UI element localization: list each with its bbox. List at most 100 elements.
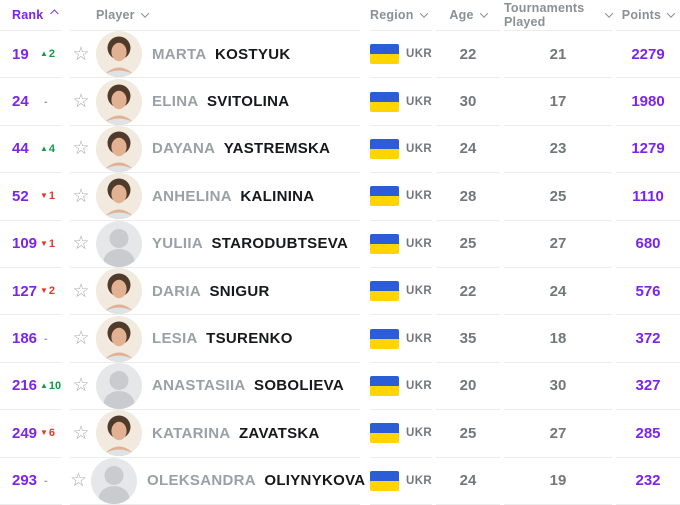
ukraine-flag-icon (370, 423, 399, 444)
rank-change-arrow-icon (40, 382, 48, 390)
column-header-player[interactable]: Player (70, 0, 360, 31)
player-name: ANASTASIIA SOBOLIEVA (152, 377, 344, 394)
rank-change-value: 1 (48, 190, 56, 203)
points-value: 1110 (632, 187, 664, 205)
points-cell: 1279 (616, 126, 680, 174)
favorite-star-icon[interactable]: ☆ (70, 329, 92, 348)
favorite-star-icon[interactable]: ☆ (70, 92, 92, 111)
points-value: 327 (635, 377, 661, 395)
rank-change-value: - (44, 95, 48, 108)
column-header-rank[interactable]: Rank (0, 0, 62, 31)
tournaments-value: 27 (549, 235, 567, 253)
ukraine-flag-icon (370, 44, 399, 65)
table-row[interactable]: 127 2 ☆ (0, 268, 680, 316)
age-value: 22 (459, 282, 477, 300)
region-code: UKR (406, 142, 433, 155)
region-cell: UKR (370, 315, 432, 363)
favorite-star-icon[interactable]: ☆ (70, 424, 92, 443)
rank-change-value: 4 (48, 142, 56, 155)
column-header-points[interactable]: Points (616, 0, 680, 31)
player-last-name: YASTREMSKA (223, 140, 331, 158)
favorite-star-icon[interactable]: ☆ (70, 234, 92, 253)
player-cell: ☆ MARTA KOSTYUK (70, 31, 360, 79)
table-row[interactable]: 24 - ☆ (0, 78, 680, 126)
table-row[interactable]: 52 1 ☆ (0, 173, 680, 221)
table-row[interactable]: 186 - ☆ (0, 315, 680, 363)
favorite-star-icon[interactable]: ☆ (70, 187, 92, 206)
rank-cell: 19 2 (0, 31, 62, 79)
table-row[interactable]: 216 10 ☆ (0, 362, 680, 411)
player-last-name: SNIGUR (209, 282, 270, 300)
player-avatar (96, 78, 142, 125)
player-photo (96, 78, 142, 125)
age-cell: 24 (436, 458, 500, 505)
player-photo (96, 173, 142, 220)
region-code: UKR (406, 285, 433, 298)
player-name: KATARINA ZAVATSKA (152, 425, 320, 442)
player-photo (96, 31, 142, 78)
table-row[interactable]: 19 2 ☆ (0, 31, 680, 79)
player-photo (96, 125, 142, 172)
rank-change: 10 (40, 380, 61, 392)
region-code: UKR (406, 48, 433, 61)
rank-change-arrow-icon (40, 145, 48, 153)
table-row[interactable]: 44 4 ☆ (0, 125, 680, 174)
age-value: 24 (459, 140, 477, 158)
rank-change: 4 (40, 143, 55, 155)
age-value: 35 (459, 330, 477, 348)
player-first-name: OLEKSANDRA (147, 472, 256, 490)
placeholder-avatar (91, 457, 138, 504)
table-row[interactable]: 249 6 ☆ (0, 410, 680, 458)
player-avatar (96, 315, 142, 362)
player-last-name: STARODUBTSEVA (211, 235, 349, 253)
rank-value: 44 (12, 140, 29, 158)
tournaments-value: 24 (549, 282, 567, 300)
rank-cell: 127 2 (0, 268, 62, 316)
tournaments-cell: 23 (504, 126, 612, 174)
player-cell: ☆ KATARINA ZAVATSKA (70, 410, 360, 458)
age-cell: 28 (436, 173, 500, 221)
rank-change-value: 6 (48, 427, 56, 440)
player-cell: ☆ DAYANA YASTREMSKA (70, 125, 360, 174)
tournaments-cell: 17 (504, 78, 612, 126)
points-value: 680 (635, 235, 661, 253)
player-first-name: YULIIA (152, 235, 203, 253)
player-name: YULIIA STARODUBTSEVA (152, 235, 348, 252)
tournaments-value: 25 (549, 187, 567, 205)
tournaments-cell: 27 (504, 410, 612, 458)
player-avatar (96, 173, 142, 220)
column-header-age[interactable]: Age (436, 0, 500, 31)
sort-ascending-icon (50, 9, 60, 18)
region-code: UKR (406, 190, 433, 203)
rank-change: - (44, 96, 48, 108)
player-last-name: ZAVATSKA (238, 424, 320, 442)
favorite-star-icon[interactable]: ☆ (70, 470, 88, 492)
table-row[interactable]: 293 - ☆ (0, 457, 680, 505)
table-row[interactable]: 109 1 ☆ (0, 220, 680, 268)
favorite-star-icon[interactable]: ☆ (70, 45, 92, 64)
column-header-region[interactable]: Region (370, 0, 432, 31)
region-cell: UKR (370, 221, 432, 268)
age-value: 28 (459, 187, 477, 205)
player-name: DAYANA YASTREMSKA (152, 140, 330, 157)
favorite-star-icon[interactable]: ☆ (70, 139, 92, 158)
player-cell: ☆ LESIA TSURENKO (70, 315, 360, 363)
player-avatar (96, 220, 142, 267)
rank-cell: 249 6 (0, 410, 62, 458)
player-avatar (96, 125, 142, 172)
rank-cell: 216 10 (0, 363, 62, 411)
player-photo (96, 268, 142, 315)
player-first-name: ANHELINA (152, 187, 232, 205)
age-value: 24 (459, 472, 477, 490)
chevron-down-icon (604, 9, 614, 18)
favorite-star-icon[interactable]: ☆ (70, 376, 92, 395)
favorite-star-icon[interactable]: ☆ (70, 282, 92, 301)
tournaments-value: 23 (549, 140, 567, 158)
player-last-name: SOBOLIEVA (254, 377, 344, 395)
chevron-down-icon (419, 9, 428, 18)
points-value: 232 (635, 472, 661, 490)
column-header-tournaments[interactable]: Tournaments Played (504, 0, 614, 31)
rank-value: 293 (12, 472, 38, 490)
rank-value: 186 (12, 330, 38, 348)
